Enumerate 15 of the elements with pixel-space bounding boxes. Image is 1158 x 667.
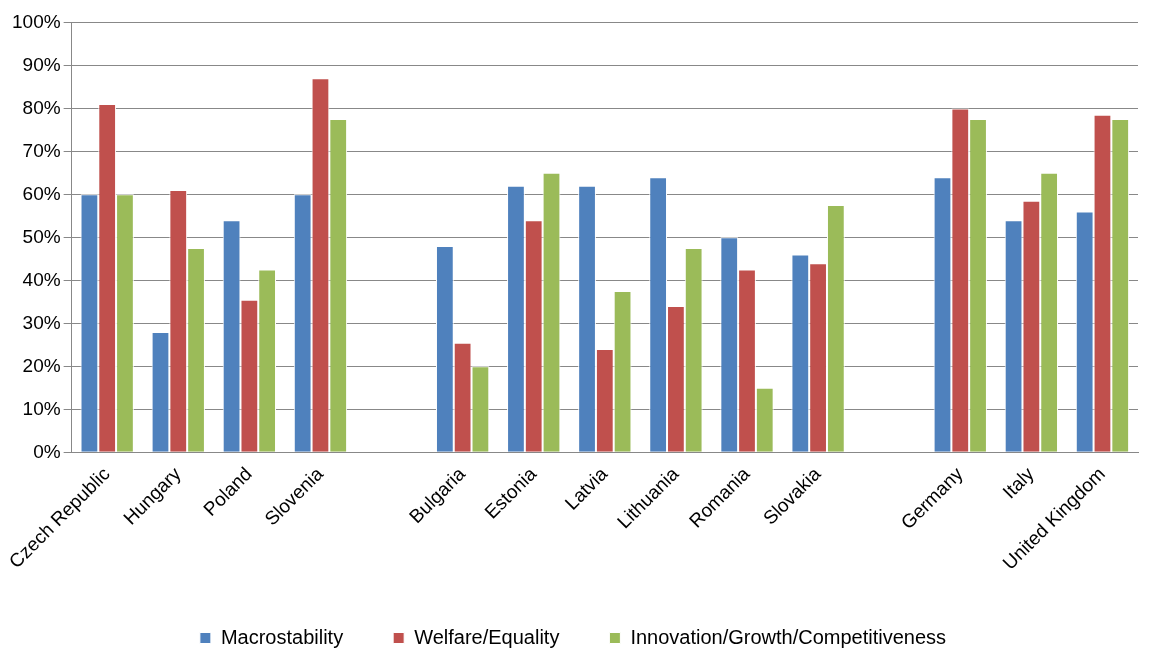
y-tick-label: 60% <box>22 182 61 204</box>
y-tick-label: 0% <box>33 440 61 462</box>
y-tick-label: 100% <box>12 10 61 32</box>
y-tick-label: 30% <box>22 311 61 333</box>
legend-label: Macrostability <box>220 625 344 648</box>
y-tick-label: 20% <box>22 354 61 376</box>
x-tick-label: Italy <box>998 462 1039 503</box>
y-tick-label: 90% <box>22 53 61 75</box>
y-tick-label: 10% <box>22 397 61 419</box>
legend-label: Welfare/Equality <box>414 625 560 648</box>
y-tick-label: 50% <box>22 225 61 247</box>
y-tick-label: 70% <box>22 139 61 161</box>
y-tick-label: 40% <box>22 268 61 290</box>
legend-label: Innovation/Growth/Competitiveness <box>630 625 947 648</box>
y-tick-label: 80% <box>22 96 61 118</box>
